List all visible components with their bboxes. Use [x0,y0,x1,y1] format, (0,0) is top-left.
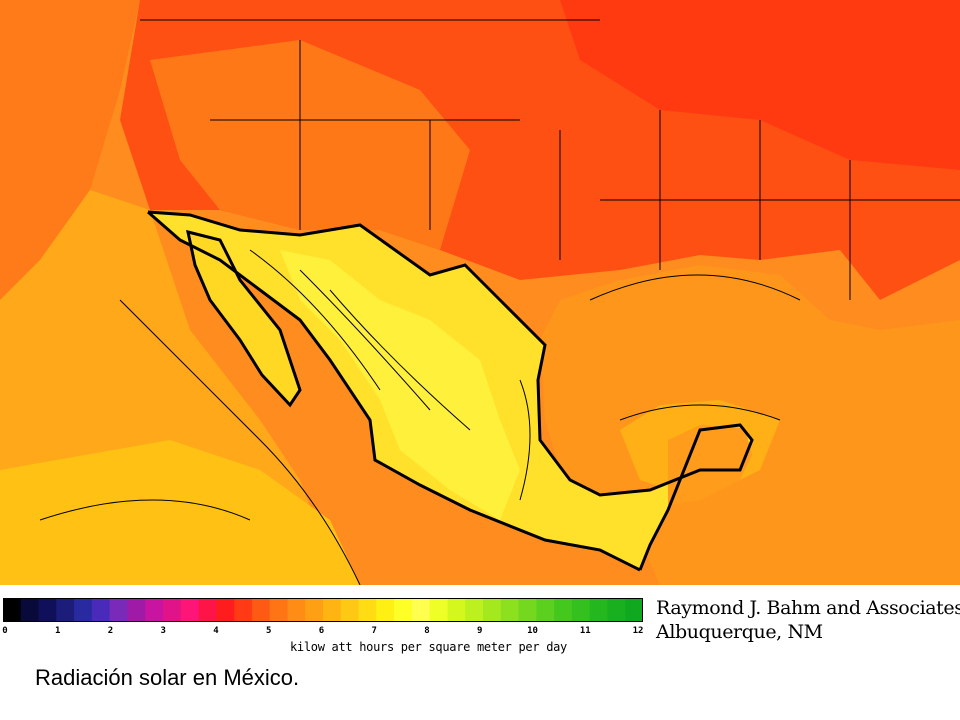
scale-tick-label: 12 [632,626,644,636]
scale-tick-label: 11 [579,626,591,636]
pacific-coastline [147,210,641,572]
color-band [536,598,555,622]
color-band [234,598,253,622]
units-label: kilow att hours per square meter per day [290,640,567,654]
color-band [216,598,235,622]
color-band [74,598,93,622]
usa-southwest-land [150,40,470,250]
color-band [109,598,128,622]
credit-line-2: Albuquerque, NM [656,621,823,643]
color-band [589,598,608,622]
color-band [20,598,40,622]
color-band [483,598,502,622]
baja-peninsula [188,232,300,405]
color-band [571,598,591,622]
color-band [358,598,377,622]
scale-tick-label: 10 [527,626,538,636]
color-band [269,598,288,622]
scale-tick-label: 5 [266,626,272,636]
color-band [3,598,22,622]
color-band [163,598,182,622]
scale-labels: kilow att hours per square meter per day… [0,622,660,662]
scale-tick-label: 2 [107,626,114,636]
scale-tick-label: 4 [213,626,219,636]
pacific-north-band [0,0,140,300]
credit-line-1: Raymond J. Bahm and Associates [656,597,960,619]
credit-block: Raymond J. Bahm and Associates Albuquerq… [656,596,960,644]
color-band [198,598,217,622]
scale-tick-label: 0 [2,626,8,636]
color-band [376,598,395,622]
color-band [340,598,360,622]
colorbar-border [3,598,643,622]
color-band [394,598,413,622]
scale-tick-label: 8 [424,626,430,636]
color-band [287,598,306,622]
us-state-lines [140,19,960,300]
color-band [411,598,431,622]
color-band [323,598,342,622]
color-band [429,598,448,622]
color-band [447,598,466,622]
color-scale-bar [3,598,643,622]
us-mexico-border [147,210,754,571]
color-band [625,598,643,622]
usa-northeast-land [560,0,960,170]
scale-tick-label: 1 [55,626,61,636]
color-band [465,598,484,622]
color-band [554,598,573,622]
contour-lines [39,249,801,585]
color-band [56,598,75,622]
slide-caption: Radiación solar en México. [35,665,300,690]
color-band [91,598,111,622]
color-band [145,598,164,622]
scale-tick-label: 6 [318,626,325,636]
scale-tick-label: 7 [371,626,377,636]
color-band [127,598,146,622]
color-band [38,598,57,622]
scale-tick-label: 9 [477,626,483,636]
solar-radiation-map [0,0,960,585]
color-band [518,598,537,622]
yucatan-peninsula [668,425,752,505]
color-band [500,598,520,622]
scale-tick-label: 3 [160,626,166,636]
central-plateau [280,250,520,520]
color-band [607,598,626,622]
baja-coastline [186,229,302,408]
color-band [305,598,324,622]
color-band [180,598,200,622]
pacific-south-band [0,440,360,585]
color-band [251,598,271,622]
